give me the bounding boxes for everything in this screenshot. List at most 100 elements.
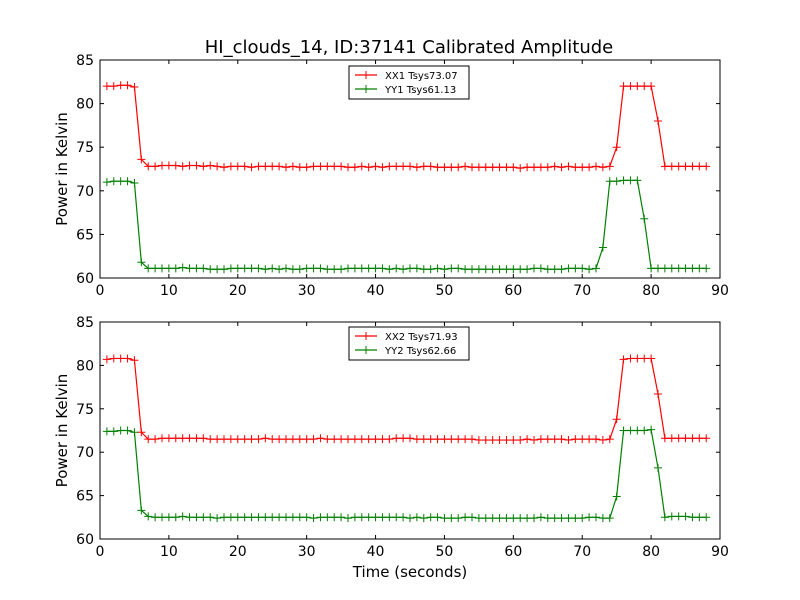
data-point [330,162,339,171]
x-tick-label: 80 [642,544,660,560]
y-tick-label: 65 [76,227,94,243]
data-point [598,436,607,445]
data-point [254,162,263,171]
legend-box [348,65,470,100]
data-point [681,264,690,273]
x-tick-label: 30 [298,283,316,299]
y-tick-label: 70 [76,445,94,461]
data-point [295,513,304,522]
data-point [564,162,573,171]
data-point [619,82,628,91]
data-point [385,162,394,171]
data-point [516,514,525,523]
data-point [247,163,256,172]
x-tick-label: 10 [160,283,178,299]
data-point [585,513,594,522]
series-1 [102,176,711,274]
data-point [592,435,600,444]
data-point [344,163,352,172]
data-point [536,435,545,444]
data-point [585,163,594,172]
data-point [647,82,656,91]
lower-panel: 0 10 20 30 40 50 60 70 80 90 60 65 70 75 80 85 Power in … [53,315,729,581]
data-point [481,514,490,523]
legend: XX1 Tsys73.07 YY1 Tsys61.13 [348,65,470,100]
data-point [406,514,414,523]
data-point [516,164,525,173]
data-point [323,162,332,171]
x-tick-label: 20 [229,283,247,299]
data-point [509,514,518,523]
series-1 [102,425,711,523]
data-point [399,162,408,171]
data-point [571,514,580,523]
data-point [378,435,387,444]
data-point [702,513,711,522]
data-point [247,435,256,444]
data-point [550,435,559,444]
data-point [109,82,118,91]
data-point [447,435,456,444]
data-point [261,434,270,443]
data-point [530,264,538,273]
data-point [288,265,297,274]
data-point [633,82,642,91]
data-point [323,265,332,274]
data-point [461,162,470,171]
data-point [530,436,538,445]
data-point [612,492,621,501]
data-point [660,162,669,171]
data-point [137,428,146,437]
series-0 [102,354,711,445]
data-point [302,163,311,172]
data-point [123,81,132,90]
x-tick-label: 20 [229,544,247,560]
data-point [158,264,166,273]
data-point [268,513,277,522]
data-point [412,513,421,522]
data-point [344,514,352,523]
data-point [233,264,242,273]
data-point [592,513,600,522]
data-point [337,162,346,171]
data-point [309,162,318,171]
y-tick-label: 80 [76,358,94,374]
x-tick-label: 0 [96,544,105,560]
data-point [412,163,421,172]
data-point [550,162,559,171]
data-point [302,435,311,444]
data-point [447,264,456,273]
data-point [585,265,594,274]
data-point [220,435,228,444]
data-point [316,162,325,171]
data-point [164,264,173,273]
data-point [364,435,373,444]
data-point [282,513,290,522]
data-point [509,265,518,274]
x-tick-label: 90 [711,283,729,299]
data-point [516,265,525,274]
data-point [592,162,600,171]
data-point [440,514,449,523]
data-point [275,513,284,522]
data-point [695,264,704,273]
x-tick-label: 60 [504,544,522,560]
data-point [226,162,235,171]
data-point [674,264,683,273]
data-point [385,265,394,274]
data-point [164,513,173,522]
data-point [440,163,449,172]
data-point [481,265,490,274]
data-point [543,514,552,523]
data-point [667,434,676,443]
data-point [350,264,359,273]
data-point [316,434,325,443]
data-point [357,513,366,522]
y-tick-label: 70 [76,184,94,200]
data-point [571,163,580,172]
data-point [206,161,215,170]
data-point [509,163,518,172]
data-point [282,264,290,273]
data-point [647,354,656,363]
data-point [447,514,456,523]
